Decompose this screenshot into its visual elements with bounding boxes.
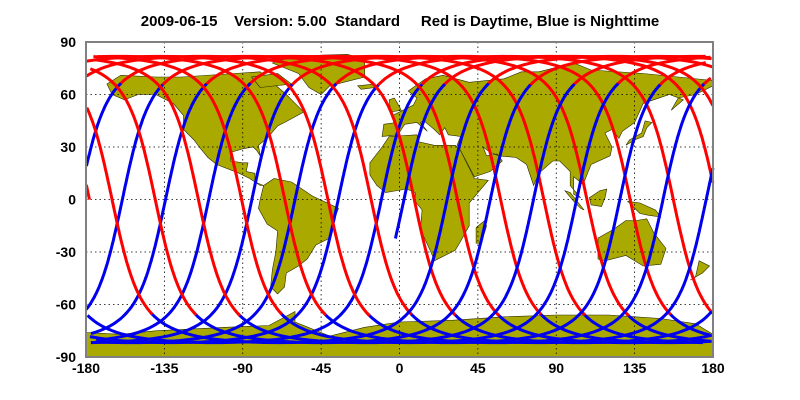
- orbit-track-segment: [193, 83, 532, 345]
- map-title: 2009-06-15 Version: 5.00 Standard Red is…: [140, 13, 660, 30]
- orbit-track-segment: [85, 82, 122, 167]
- orbit-track-segment: [93, 55, 283, 316]
- y-tick-label: 90: [60, 34, 76, 50]
- orbit-track-segment: [452, 310, 713, 345]
- orbit-track-segment: [89, 67, 198, 316]
- orbit-track-segment: [441, 54, 715, 107]
- orbit-track-segment: [322, 83, 662, 345]
- y-tick-label: -30: [56, 244, 76, 260]
- x-tick-label: 180: [701, 360, 725, 376]
- orbit-track-segment: [247, 54, 586, 317]
- orbit-track-segment: [289, 54, 630, 317]
- orbit-track-segment: [496, 312, 713, 345]
- plot-frame: [85, 41, 714, 358]
- orbit-track-segment: [85, 54, 413, 316]
- x-tick-label: 135: [623, 360, 647, 376]
- x-tick-label: -135: [150, 360, 178, 376]
- x-tick-label: -45: [311, 360, 331, 376]
- orbit-track-segment: [333, 54, 672, 316]
- y-tick-label: 0: [68, 192, 76, 208]
- land-new-guinea: [626, 200, 662, 218]
- x-tick-label: 0: [396, 360, 404, 376]
- x-tick-label: 45: [470, 360, 486, 376]
- orbit-track-segment: [625, 312, 710, 343]
- orbit-track-segment: [85, 106, 154, 316]
- orbit-track-segment: [97, 54, 327, 317]
- orbit-track-segment: [236, 83, 576, 345]
- orbit-track-segment: [366, 82, 706, 345]
- orbit-track-segment: [90, 83, 294, 345]
- orbit-track-segment: [203, 54, 543, 316]
- orbit-track-segment: [85, 83, 164, 311]
- x-tick-label: -180: [72, 360, 100, 376]
- orbit-track-segment: [86, 54, 371, 317]
- y-tick-label: 30: [60, 139, 76, 155]
- y-tick-label: -60: [56, 297, 76, 313]
- orbit-track-segment: [96, 82, 252, 342]
- orbit-track-segment: [159, 54, 501, 317]
- orbit-track-segment: [667, 311, 711, 337]
- x-tick-label: 90: [548, 360, 564, 376]
- orbit-track-segment: [657, 61, 707, 88]
- orbit-track-segment: [94, 58, 241, 317]
- orbit-track-segment: [117, 54, 457, 317]
- y-tick-label: -90: [56, 349, 76, 365]
- orbit-track-segment: [278, 82, 620, 345]
- y-tick-label: 60: [60, 87, 76, 103]
- x-tick-label: -90: [233, 360, 253, 376]
- land-new-zealand: [690, 260, 711, 281]
- orbit-track-segment: [485, 54, 713, 87]
- land-borneo: [588, 188, 608, 207]
- orbit-track-segment: [393, 83, 446, 239]
- orbit-track-segment: [149, 82, 490, 345]
